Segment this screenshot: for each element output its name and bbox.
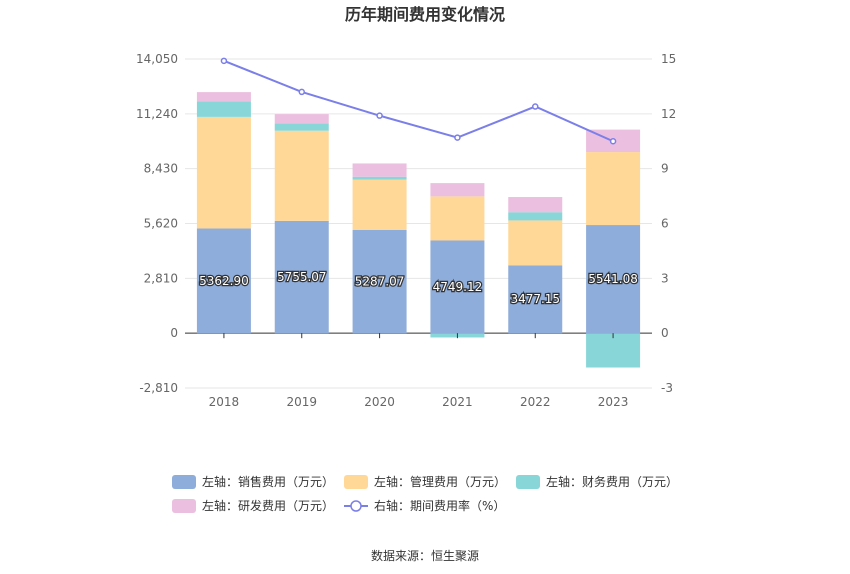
bar-segment [352,229,407,334]
x-tick-label: 2023 [598,395,629,409]
rate-point [376,112,383,119]
legend-label: 左轴：管理费用（万元） [374,474,506,489]
source-note: 数据来源：恒生聚源 [371,548,479,563]
legend-swatch [516,475,540,489]
left-tick-label: 0 [170,326,178,340]
right-tick-label: 15 [661,52,676,66]
data-label: 5287.07 [355,275,405,289]
x-tick-label: 2019 [286,395,317,409]
right-tick-label: 9 [661,162,669,176]
x-tick-label: 2018 [209,395,240,409]
x-tick-label: 2022 [520,395,551,409]
legend-label: 左轴：财务费用（万元） [546,474,678,489]
bar-segment [430,240,485,334]
right-tick-label: 12 [661,107,676,121]
bar-segment [586,225,641,334]
bar-segment [430,196,485,241]
bar-segment [274,220,329,334]
left-axis: 14,050 11,240 8,430 5,620 2,810 0 -2,810 [136,52,178,395]
left-tick-label: -2,810 [139,381,178,395]
rate-point [609,138,617,145]
rate-line [220,57,617,145]
bar-segment [274,123,329,131]
legend-label: 左轴：销售费用（万元） [202,474,334,489]
legend: 左轴：销售费用（万元） 左轴：管理费用（万元） 左轴：财务费用（万元） 左轴：研发费用… [172,474,678,513]
bar-segment [508,220,563,266]
bar-segment [196,92,251,102]
bars [196,92,641,368]
left-tick-label: 2,810 [144,271,178,285]
bar-segment [508,212,563,221]
bar-segment [430,183,485,197]
data-label: 3477.15 [510,292,560,306]
legend-swatch [172,499,196,513]
bar-segment [586,333,641,368]
rate-point [454,134,461,141]
bar-segment [274,114,329,124]
data-label: 4749.12 [433,280,483,294]
right-axis: 15 12 9 6 3 0 -3 [661,52,676,395]
legend-swatch [344,475,368,489]
rate-point [298,88,305,96]
bar-segment [586,152,641,226]
x-axis: 2018 2019 2020 2021 2022 2023 [209,333,629,409]
bar-segment [196,228,251,334]
x-tick-label: 2020 [364,395,395,409]
right-tick-label: -3 [661,381,673,395]
right-tick-label: 0 [661,326,669,340]
rate-point [220,57,228,65]
bar-segment [508,197,563,213]
bar-segment [274,130,329,221]
left-tick-label: 11,240 [136,107,178,121]
bar-segment [352,179,407,230]
bar-segment [508,265,563,334]
left-tick-label: 8,430 [144,162,178,176]
data-label: 5755.07 [277,270,327,284]
chart-title: 历年期间费用变化情况 [345,5,505,24]
data-label: 5362.90 [199,274,249,288]
legend-swatch [172,475,196,489]
left-tick-label: 14,050 [136,52,178,66]
bar-segment [352,176,407,180]
data-label: 5541.08 [588,272,638,286]
rate-point [532,103,539,110]
rate-line-path [223,59,614,143]
legend-marker [350,500,362,512]
right-tick-label: 6 [661,217,669,231]
x-tick-label: 2021 [442,395,473,409]
bar-segment [196,116,251,229]
legend-label: 右轴：期间费用率（%） [374,498,505,513]
right-tick-label: 3 [661,271,669,285]
gridlines [185,58,652,389]
data-labels: 5362.90 5755.07 5287.07 4749.12 3477.15 5541.… [198,269,639,308]
bar-segment [352,163,407,177]
left-tick-label: 5,620 [144,217,178,231]
bar-segment [196,101,251,117]
legend-label: 左轴：研发费用（万元） [202,498,334,513]
